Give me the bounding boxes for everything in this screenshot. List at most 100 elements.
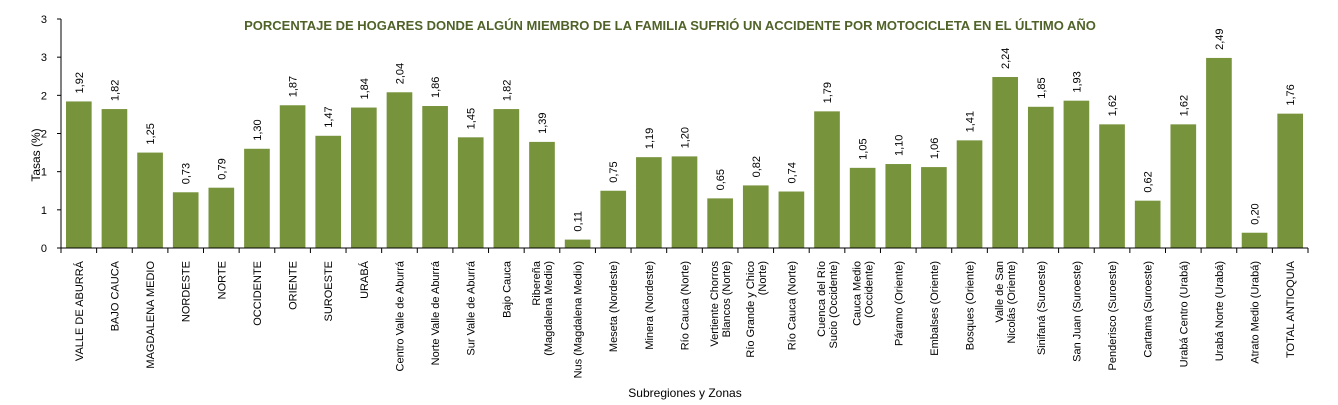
bar [1099,124,1125,248]
data-label: 0,75 [608,161,620,182]
data-label: 1,10 [893,135,905,156]
bar [1134,200,1161,248]
svg-text:Penderisco (Suroeste): Penderisco (Suroeste) [1107,261,1119,370]
x-tick-label: Ribereña(Magdalena Medio) [531,260,555,356]
x-tick-label: ORIENTE [288,261,300,310]
data-label: 2,04 [394,63,406,84]
bar [172,192,199,248]
svg-text:Urabá Norte (Urabá): Urabá Norte (Urabá) [1214,261,1226,361]
svg-text:Cartama (Suroeste): Cartama (Suroeste) [1143,261,1155,358]
data-label: 1,19 [644,128,656,149]
svg-text:TOTAL ANTIOQUIA: TOTAL ANTIOQUIA [1285,260,1297,358]
y-tick-label: 3 [41,52,47,64]
svg-text:Minera (Nordeste): Minera (Nordeste) [644,261,656,350]
bar [386,92,413,248]
x-tick-label: Sinifaná (Suroeste) [1036,261,1048,355]
bar [778,191,805,248]
x-tick-label: OCCIDENTE [252,261,264,326]
x-tick-label: Urabá Norte (Urabá) [1214,261,1226,361]
x-tick-label: Río Grande y Chico(Norte) [745,261,769,358]
bar [671,156,698,248]
svg-text:Centro Valle de Aburrá: Centro Valle de Aburrá [394,260,406,371]
bar [1241,232,1268,248]
data-label: 0,79 [216,158,228,179]
svg-text:Atrato Medio (Urabá): Atrato Medio (Urabá) [1250,261,1262,364]
bar [992,77,1018,248]
data-label: 0,73 [181,163,193,184]
svg-text:VALLE DE ABURRÁ: VALLE DE ABURRÁ [73,260,86,361]
svg-text:SUROESTE: SUROESTE [323,261,335,322]
bar [244,148,270,248]
svg-text:NORTE: NORTE [216,261,228,299]
svg-text:Sinifaná (Suroeste): Sinifaná (Suroeste) [1036,261,1048,355]
x-tick-label: Nus (Magdalena Medio) [573,261,585,378]
svg-text:Ribereña(Magdalena Medio): Ribereña(Magdalena Medio) [531,260,555,356]
bar [956,140,983,248]
data-label: 2,49 [1214,29,1226,50]
data-label: 0,74 [786,162,798,183]
data-label: 0,65 [715,169,727,190]
data-label: 0,20 [1250,203,1262,224]
data-label: 1,45 [466,108,478,129]
data-label: 1,82 [109,80,121,101]
data-label: 1,30 [252,119,264,140]
svg-text:Cuenca del RíoSucio (Occidente: Cuenca del RíoSucio (Occidente) [816,261,840,348]
svg-text:Nus (Magdalena Medio): Nus (Magdalena Medio) [573,261,585,378]
x-tick-label: Río Cauca (Norte) [786,261,798,350]
bar [636,157,662,248]
svg-text:Páramo (Oriente): Páramo (Oriente) [893,261,905,346]
data-label: 1,05 [858,138,870,159]
x-tick-label: Cauca Medio(Occidente) [852,261,876,326]
value-labels: 1,92 1,82 1,25 0,73 0,79 1,30 1,87 1,47 1,84 2,04… [74,29,1297,232]
y-tick-label: 2 [41,129,47,141]
data-label: 1,06 [929,138,941,159]
svg-text:Bosques (Oriente): Bosques (Oriente) [965,261,977,350]
data-label: 0,62 [1143,171,1155,192]
data-label: 1,92 [74,72,86,93]
bar [529,141,555,248]
x-tick-label: San Juan (Suroeste) [1071,261,1083,362]
x-tick-label: SUROESTE [323,261,335,322]
svg-text:MAGDALENA MEDIO: MAGDALENA MEDIO [145,261,157,369]
svg-text:Río Grande y Chico(Norte): Río Grande y Chico(Norte) [745,261,769,358]
svg-text:BAJO CAUCA: BAJO CAUCA [109,260,121,331]
bar [208,187,235,248]
x-tick-label: Embalses (Oriente) [929,261,941,356]
bar [493,109,520,248]
data-label: 1,79 [822,82,834,103]
y-axis: 0 1 1 2 2 3 3 [41,14,62,255]
svg-text:Cauca Medio(Occidente): Cauca Medio(Occidente) [852,261,876,326]
x-tick-label: Valle de SanNicolás (Oriente) [994,261,1018,344]
x-tick-label: Bosques (Oriente) [965,261,977,350]
x-tick-label: URABÁ [358,260,371,299]
x-tick-label: Sur Valle de Aburrá [466,260,478,355]
bar [885,164,912,248]
svg-text:Río Cauca (Norte): Río Cauca (Norte) [680,261,692,350]
y-tick-label: 2 [41,90,47,102]
bar [279,105,306,248]
bar [457,137,484,248]
x-tick-label: TOTAL ANTIOQUIA [1285,260,1297,358]
x-tick-label: Bajo Cauca [501,260,513,318]
bar [564,239,591,248]
y-tick-label: 1 [41,167,47,179]
y-tick-label: 1 [41,205,47,217]
chart-title: PORCENTAJE DE HOGARES DONDE ALGÚN MIEMBR… [244,18,1096,33]
data-label: 1,20 [680,127,692,148]
y-tick-label: 0 [41,243,47,255]
data-label: 1,93 [1071,71,1083,92]
x-tick-label: MAGDALENA MEDIO [145,261,157,369]
x-tick-label: VALLE DE ABURRÁ [73,260,86,361]
svg-text:Río Cauca (Norte): Río Cauca (Norte) [786,261,798,350]
bar [707,198,733,248]
y-tick-label: 3 [41,14,47,26]
data-label: 0,82 [751,156,763,177]
svg-text:Sur Valle de Aburrá: Sur Valle de Aburrá [466,260,478,355]
bar [137,152,163,248]
x-tick-label: Atrato Medio (Urabá) [1250,261,1262,364]
bar [1277,113,1304,248]
data-label: 1,62 [1107,95,1119,116]
bar [101,109,128,248]
x-tick-label: Páramo (Oriente) [893,261,905,346]
